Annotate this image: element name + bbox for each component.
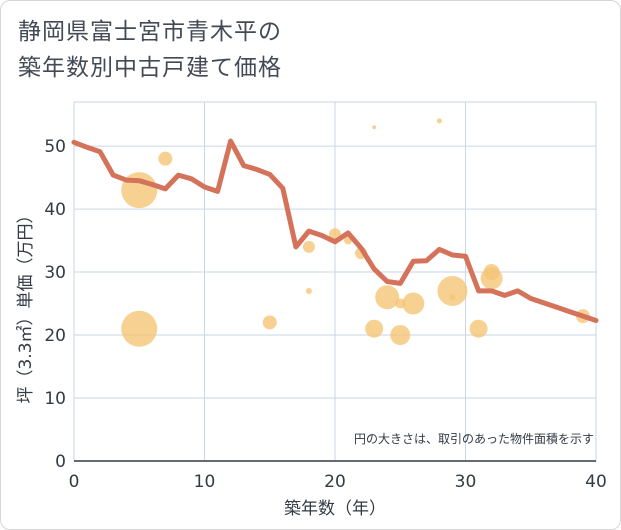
chart-title: 静岡県富士宮市青木平の 築年数別中古戸建て価格 [18,14,282,86]
tick-labels: 0 10 20 30 40 0 10 20 30 40 50 [44,137,606,492]
x-tick-label: 20 [324,472,346,492]
grid [73,101,597,462]
chart-title-line-1: 静岡県富士宮市青木平の [18,19,282,45]
data-bubble [121,172,158,209]
data-bubble [402,292,425,315]
y-axis-label: 坪（3.3㎡）単価（万円） [16,206,36,403]
x-tick-label: 30 [455,472,477,492]
data-bubble [365,319,384,338]
data-bubble [449,294,456,301]
data-bubble [375,285,400,310]
y-tick-label: 10 [44,389,66,409]
data-bubble [305,287,312,294]
data-bubble [436,118,442,124]
bubble-size-note: 円の大きさは、取引のあった物件面積を示す [354,431,594,446]
y-tick-label: 50 [44,137,66,157]
data-bubble [372,125,377,130]
chart-title-line-2: 築年数別中古戸建て価格 [18,55,282,81]
y-tick-label: 0 [55,452,66,472]
data-bubble [158,151,173,166]
data-bubble [121,310,158,347]
data-bubble [437,275,468,306]
x-tick-label: 40 [585,472,607,492]
bubble-layer [121,118,590,347]
y-tick-label: 40 [44,200,66,220]
data-bubble [302,240,315,253]
y-tick-label: 20 [44,326,66,346]
x-axis-label: 築年数（年） [284,499,386,519]
y-tick-label: 30 [44,263,66,283]
x-tick-label: 10 [194,472,216,492]
trend-line-layer [71,138,599,323]
data-bubble [390,325,411,346]
data-bubble [483,264,500,281]
data-bubble [469,319,488,338]
x-tick-label: 0 [69,472,80,492]
data-bubble [262,315,277,330]
trend-line [71,138,599,323]
